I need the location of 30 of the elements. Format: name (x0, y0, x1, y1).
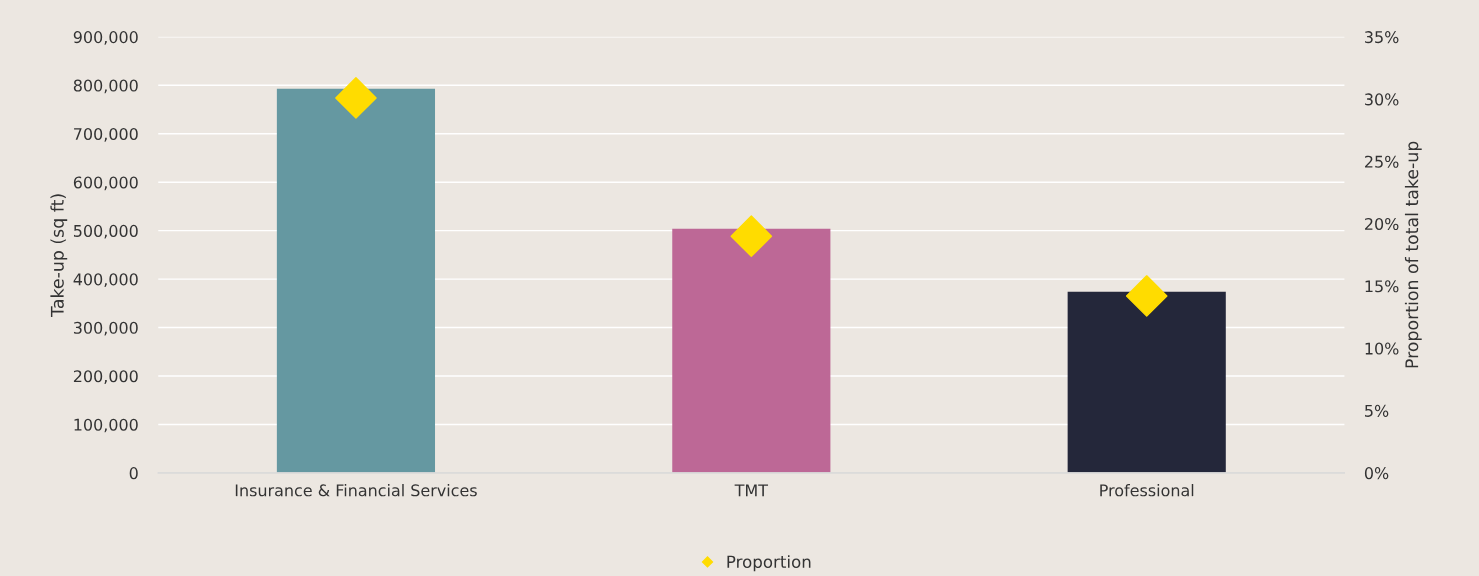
x-tick-label: Professional (1100, 484, 1194, 497)
bar (276, 88, 436, 473)
y-tick-label: 900,000 (73, 31, 138, 45)
y-tick-label: 400,000 (73, 273, 138, 288)
bar (1067, 291, 1226, 473)
y-tick-label: 0 (129, 467, 138, 480)
y-tick-label: 200,000 (73, 370, 138, 384)
y2-tick-label: 30% (1365, 93, 1399, 106)
bar (672, 228, 831, 473)
y2-tick-label: 20% (1365, 217, 1399, 231)
point (335, 77, 377, 119)
y-axis-title: Take-up (sq ft) (50, 194, 68, 317)
y-tick-label: 600,000 (73, 176, 138, 191)
y2-tick-label: 15% (1365, 280, 1399, 293)
y-tick-label: 300,000 (73, 321, 138, 336)
y2-axis-title: Proportion of total take-up (1404, 141, 1422, 368)
legend-label: Proportion (727, 555, 811, 572)
y-tick-label: 700,000 (74, 127, 138, 142)
y2-tick-label: 10% (1365, 342, 1399, 355)
x-tick-label: TMT (734, 484, 769, 497)
y2-tick-label: 0% (1364, 467, 1389, 480)
y2-tick-label: 35% (1365, 31, 1399, 44)
y-tick-label: 500,000 (73, 224, 138, 239)
x-tick-label: Insurance & Financial Services (235, 484, 477, 497)
point (1125, 275, 1168, 317)
y-tick-label: 100,000 (74, 418, 138, 433)
y-tick-label: 800,000 (73, 79, 138, 94)
y2-tick-label: 25% (1365, 155, 1399, 168)
y2-tick-label: 5% (1365, 404, 1389, 417)
point (730, 215, 773, 258)
